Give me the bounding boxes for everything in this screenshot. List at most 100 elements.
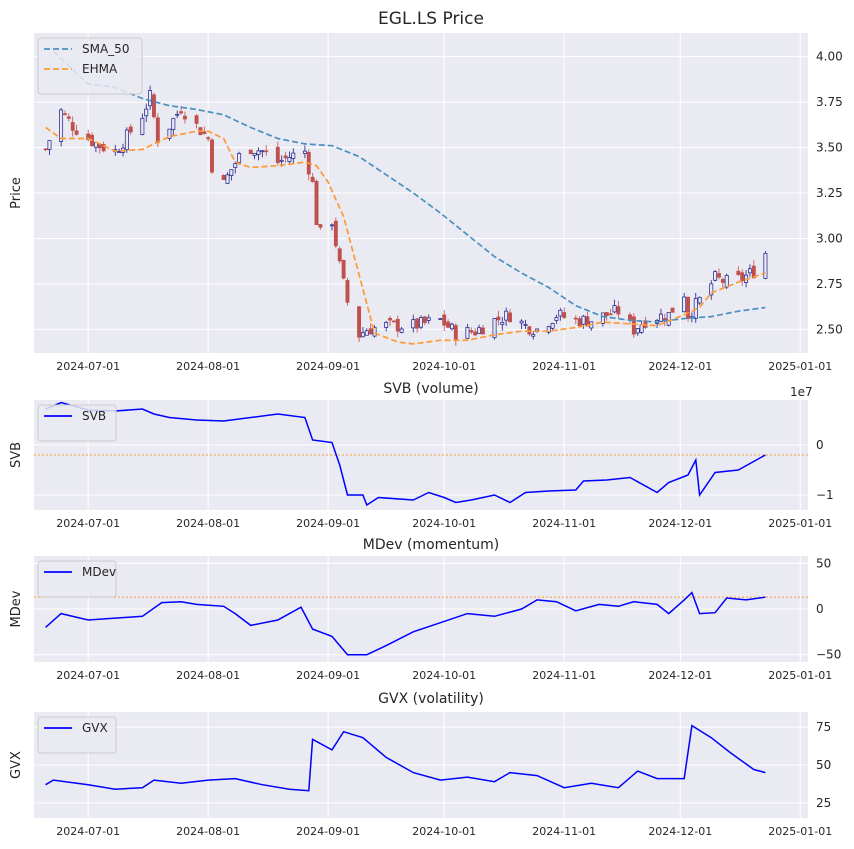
y-tick-label: 50 xyxy=(816,556,831,570)
candle-down xyxy=(314,180,319,225)
plot-contents xyxy=(34,401,808,507)
candle-down xyxy=(751,265,756,279)
x-tick-label: 2024-09-01 xyxy=(296,360,360,373)
candle-up xyxy=(260,150,265,153)
panel-title: SVB (volume) xyxy=(383,381,478,397)
legend-label: EHMA xyxy=(82,62,118,76)
y-tick-label: 0 xyxy=(816,438,824,452)
candle-up xyxy=(279,159,284,162)
x-tick-label: 2024-11-01 xyxy=(532,360,596,373)
candle-down xyxy=(101,144,106,152)
candle-down xyxy=(333,220,338,247)
candle-up xyxy=(291,152,296,159)
y-axis-label: GVX xyxy=(9,751,24,779)
candle-down xyxy=(264,150,269,153)
candle-down xyxy=(310,176,315,182)
candle-up xyxy=(724,275,729,288)
candle-up xyxy=(477,327,482,334)
candle-down xyxy=(453,325,458,340)
candle-down xyxy=(573,317,578,320)
candle-up xyxy=(175,113,180,116)
candle-down xyxy=(422,316,427,323)
series-line-mdev xyxy=(45,591,766,656)
candle-up xyxy=(450,323,454,330)
candle-up xyxy=(171,118,176,131)
candle-down xyxy=(337,248,342,262)
plot-contents xyxy=(34,591,808,656)
candle-up xyxy=(117,151,122,153)
candle-down xyxy=(508,312,512,323)
candle-up xyxy=(519,320,524,324)
candle-down xyxy=(480,327,485,335)
candle-up xyxy=(558,309,563,317)
candle-up xyxy=(233,163,238,168)
x-tick-label: 2024-12-01 xyxy=(648,825,712,838)
candle-down xyxy=(616,306,621,315)
y-axis-label: MDev xyxy=(9,590,24,627)
x-tick-label: 2024-10-01 xyxy=(412,669,476,682)
candle-up xyxy=(639,324,644,333)
candle-up xyxy=(523,323,528,326)
x-tick-label: 2025-01-01 xyxy=(768,669,832,682)
y-axis-label: SVB xyxy=(9,442,24,468)
legend: GVX xyxy=(37,716,117,754)
candle-up xyxy=(364,330,369,336)
y-axis-label: Price xyxy=(9,177,24,209)
candle-down xyxy=(206,137,211,140)
candle-down xyxy=(357,306,362,338)
x-tick-label: 2024-11-01 xyxy=(532,825,596,838)
candle-up xyxy=(747,268,752,274)
y-tick-label: 3.25 xyxy=(816,186,843,200)
y-tick-label: 50 xyxy=(816,758,831,772)
panel-svb: 2024-07-01 2024-08-01 2024-09-01 2024-10-01… xyxy=(9,381,834,530)
y-tick-label: 75 xyxy=(816,720,831,734)
y-tick-label: 4.00 xyxy=(816,50,843,64)
y-tick-label: 3.75 xyxy=(816,95,843,109)
candle-down xyxy=(562,312,567,318)
candle-down xyxy=(740,272,745,282)
x-tick-label: 2024-11-01 xyxy=(532,517,596,530)
x-tick-label: 2025-01-01 xyxy=(768,517,832,530)
candle-down xyxy=(577,318,582,327)
candle-down xyxy=(86,133,91,140)
panel-title: EGL.LS Price xyxy=(378,9,484,29)
x-tick-label: 2024-08-01 xyxy=(176,825,240,838)
candle-down xyxy=(341,259,346,279)
candle-up xyxy=(709,283,714,296)
candle-down xyxy=(368,328,373,335)
candle-up xyxy=(167,128,172,139)
legend-box xyxy=(37,560,117,598)
candle-down xyxy=(469,330,474,333)
candle-up xyxy=(465,326,470,339)
y-tick-label: −50 xyxy=(816,648,841,662)
candle-up xyxy=(47,140,52,150)
candle-down xyxy=(221,175,226,181)
candle-up xyxy=(531,334,536,337)
candle-up xyxy=(384,321,389,328)
candle-up xyxy=(658,313,663,322)
candle-down xyxy=(527,326,532,335)
candle-down xyxy=(631,316,636,335)
x-tick-label: 2024-09-01 xyxy=(296,825,360,838)
candle-down xyxy=(283,155,288,159)
candle-down xyxy=(210,139,214,173)
candle-up xyxy=(419,317,423,328)
x-tick-label: 2024-12-01 xyxy=(648,669,712,682)
candle-up xyxy=(237,153,242,163)
candle-up xyxy=(256,150,261,155)
candle-up xyxy=(252,152,257,156)
series-line-gvx xyxy=(45,724,766,792)
candle-down xyxy=(604,312,609,316)
candle-up xyxy=(600,312,605,324)
x-tick-label: 2024-10-01 xyxy=(412,360,476,373)
candle-down xyxy=(473,331,478,336)
x-tick-label: 2024-10-01 xyxy=(412,517,476,530)
candle-up xyxy=(697,296,702,304)
candle-up xyxy=(225,174,230,184)
candle-up xyxy=(59,109,64,142)
candle-up xyxy=(682,296,687,313)
plot-contents xyxy=(45,724,766,792)
candle-up xyxy=(635,328,640,334)
series-line-ehma xyxy=(45,126,766,345)
